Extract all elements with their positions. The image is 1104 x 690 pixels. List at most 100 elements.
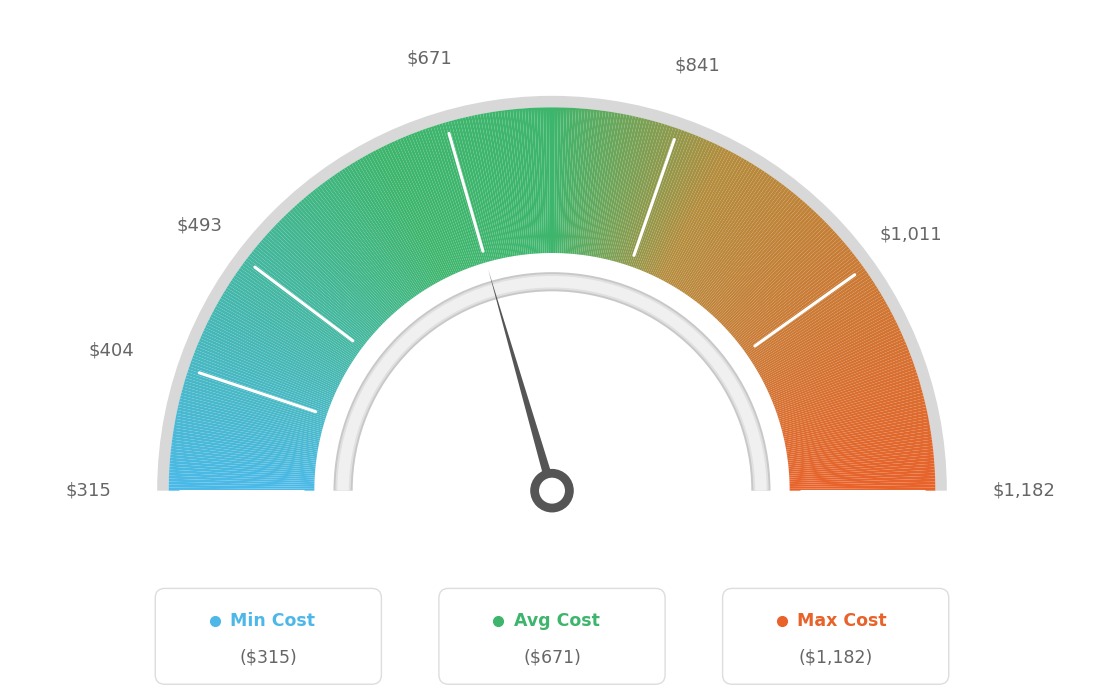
- Wedge shape: [778, 372, 917, 419]
- Wedge shape: [170, 457, 316, 472]
- Wedge shape: [561, 108, 570, 253]
- Wedge shape: [537, 108, 544, 253]
- Wedge shape: [774, 355, 912, 408]
- Wedge shape: [609, 119, 647, 260]
- FancyBboxPatch shape: [723, 589, 948, 684]
- Wedge shape: [171, 448, 316, 466]
- Wedge shape: [646, 139, 707, 273]
- Wedge shape: [756, 295, 883, 371]
- Wedge shape: [169, 488, 315, 491]
- Wedge shape: [763, 314, 893, 383]
- Wedge shape: [306, 195, 401, 308]
- Wedge shape: [322, 182, 411, 301]
- Wedge shape: [554, 108, 558, 253]
- Wedge shape: [754, 288, 879, 366]
- Wedge shape: [737, 251, 853, 344]
- Wedge shape: [403, 137, 461, 272]
- Wedge shape: [501, 110, 522, 255]
- Text: Min Cost: Min Cost: [230, 612, 315, 630]
- Wedge shape: [784, 407, 926, 441]
- Wedge shape: [176, 416, 319, 446]
- Wedge shape: [352, 162, 429, 288]
- Text: $1,011: $1,011: [880, 226, 942, 244]
- Wedge shape: [725, 228, 834, 329]
- Wedge shape: [782, 393, 923, 431]
- Wedge shape: [172, 440, 317, 461]
- Wedge shape: [294, 205, 393, 315]
- Wedge shape: [258, 241, 371, 337]
- Text: $671: $671: [407, 49, 453, 67]
- Wedge shape: [169, 479, 315, 485]
- Wedge shape: [765, 319, 896, 386]
- Wedge shape: [693, 182, 782, 301]
- Wedge shape: [660, 149, 729, 279]
- Wedge shape: [198, 341, 333, 400]
- Wedge shape: [236, 270, 358, 355]
- Wedge shape: [206, 322, 339, 388]
- Wedge shape: [755, 290, 880, 368]
- Wedge shape: [578, 110, 597, 255]
- Wedge shape: [789, 482, 935, 487]
- Wedge shape: [172, 434, 317, 457]
- Wedge shape: [335, 174, 418, 295]
- Text: Max Cost: Max Cost: [797, 612, 887, 630]
- Wedge shape: [182, 386, 323, 428]
- Wedge shape: [480, 114, 509, 257]
- Wedge shape: [789, 473, 935, 482]
- Wedge shape: [459, 118, 497, 260]
- Wedge shape: [448, 121, 489, 262]
- Text: ($671): ($671): [523, 649, 581, 667]
- Wedge shape: [724, 226, 831, 328]
- Wedge shape: [179, 401, 321, 437]
- Wedge shape: [173, 431, 317, 455]
- Wedge shape: [184, 378, 325, 422]
- Wedge shape: [563, 108, 573, 253]
- Wedge shape: [310, 192, 403, 306]
- Wedge shape: [176, 413, 319, 444]
- Wedge shape: [761, 306, 890, 378]
- Wedge shape: [753, 285, 878, 365]
- Wedge shape: [701, 192, 794, 306]
- Wedge shape: [741, 258, 859, 348]
- Wedge shape: [697, 186, 787, 303]
- Wedge shape: [174, 419, 319, 448]
- Wedge shape: [219, 298, 347, 373]
- Wedge shape: [712, 207, 813, 316]
- Wedge shape: [655, 145, 721, 277]
- Wedge shape: [169, 484, 315, 489]
- Circle shape: [531, 470, 573, 512]
- Wedge shape: [319, 184, 410, 302]
- Wedge shape: [769, 335, 904, 396]
- Wedge shape: [654, 144, 718, 277]
- Wedge shape: [707, 199, 804, 311]
- Wedge shape: [450, 120, 491, 262]
- Wedge shape: [665, 153, 736, 282]
- Wedge shape: [776, 361, 914, 412]
- Wedge shape: [667, 155, 740, 284]
- Wedge shape: [624, 125, 670, 265]
- Wedge shape: [714, 211, 817, 319]
- Wedge shape: [540, 108, 546, 253]
- Wedge shape: [183, 384, 323, 426]
- Wedge shape: [181, 390, 322, 430]
- Wedge shape: [546, 108, 550, 253]
- Wedge shape: [522, 108, 535, 254]
- Wedge shape: [692, 181, 779, 299]
- Wedge shape: [289, 209, 391, 317]
- Wedge shape: [221, 295, 348, 371]
- Wedge shape: [689, 177, 775, 297]
- Wedge shape: [783, 401, 925, 437]
- Wedge shape: [789, 461, 934, 474]
- Wedge shape: [739, 253, 854, 345]
- Wedge shape: [591, 112, 618, 257]
- Wedge shape: [169, 470, 315, 480]
- Wedge shape: [378, 148, 446, 279]
- Wedge shape: [242, 263, 361, 351]
- Wedge shape: [705, 197, 802, 310]
- Wedge shape: [788, 457, 934, 472]
- Wedge shape: [484, 113, 511, 257]
- Wedge shape: [170, 455, 316, 470]
- Wedge shape: [516, 109, 531, 254]
- Wedge shape: [582, 110, 603, 255]
- Wedge shape: [573, 109, 588, 254]
